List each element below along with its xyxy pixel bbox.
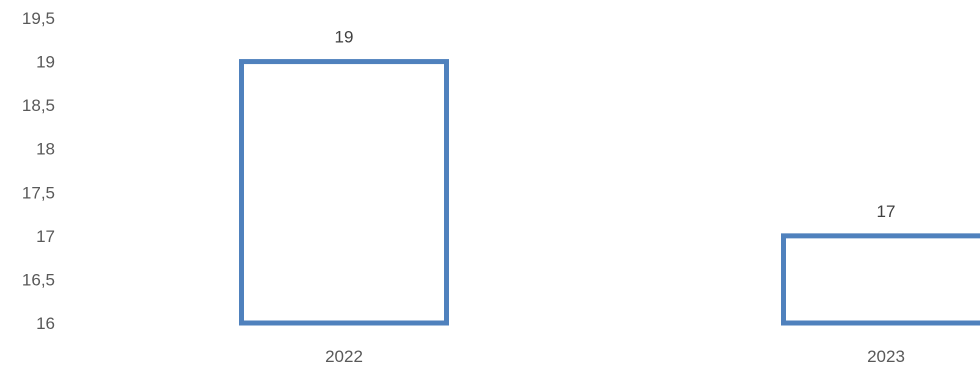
x-category-label: 2023: [867, 347, 905, 366]
y-tick-label: 16: [36, 314, 55, 333]
x-category-label: 2022: [325, 347, 363, 366]
x-axis: 2022 2023: [325, 347, 905, 366]
y-tick-label: 18,5: [22, 96, 55, 115]
data-label-2022: 19: [335, 28, 354, 47]
y-tick-label: 17: [36, 227, 55, 246]
y-tick-label: 16,5: [22, 270, 55, 289]
bars: [242, 62, 980, 323]
bar-2023: [784, 236, 980, 323]
y-tick-label: 19,5: [22, 9, 55, 28]
y-tick-label: 17,5: [22, 183, 55, 202]
y-tick-label: 18: [36, 140, 55, 159]
bar-2022: [242, 62, 447, 323]
y-tick-label: 19: [36, 53, 55, 72]
data-label-2023: 17: [877, 202, 896, 221]
y-axis: 16 16,5 17 17,5 18 18,5 19 19,5: [22, 9, 55, 333]
